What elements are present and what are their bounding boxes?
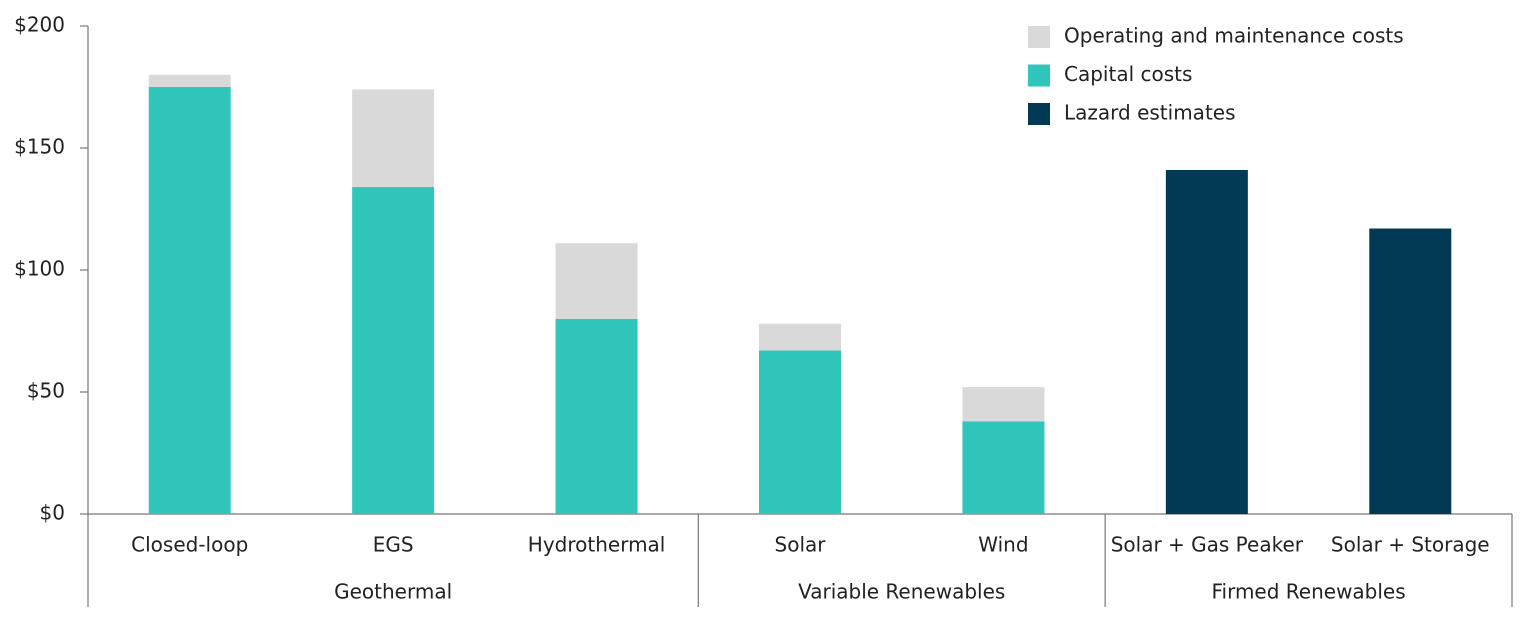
group-label: Firmed Renewables <box>1211 580 1405 604</box>
legend-swatch <box>1028 26 1050 48</box>
y-tick-label: $50 <box>27 379 65 403</box>
y-tick-label: $150 <box>14 135 65 159</box>
bar-segment <box>352 187 435 515</box>
bar-segment <box>1165 169 1248 514</box>
legend-swatch <box>1028 103 1050 125</box>
legend-label: Lazard estimates <box>1064 101 1236 125</box>
bar-segment <box>555 318 638 514</box>
x-tick-label: Wind <box>978 533 1028 557</box>
legend-label: Operating and maintenance costs <box>1064 24 1404 48</box>
x-tick-label: Closed-loop <box>131 533 248 557</box>
legend-swatch <box>1028 64 1050 87</box>
bar-segment <box>148 87 231 514</box>
group-label: Variable Renewables <box>798 580 1005 604</box>
x-tick-label: Solar + Storage <box>1331 533 1490 557</box>
bar-segment <box>352 89 435 188</box>
x-tick-label: EGS <box>373 533 414 557</box>
bar-segment <box>148 74 231 87</box>
y-tick-label: $200 <box>14 13 65 37</box>
bar-segment <box>1369 228 1452 514</box>
x-tick-label: Hydrothermal <box>528 533 666 557</box>
legend-label: Capital costs <box>1064 62 1192 86</box>
bar-segment <box>759 350 841 514</box>
y-tick-label: $100 <box>14 257 65 281</box>
bar-segment <box>555 243 638 319</box>
bar-segment <box>759 323 841 351</box>
bar-segment <box>962 421 1045 514</box>
bar-segment <box>962 387 1045 422</box>
x-tick-label: Solar + Gas Peaker <box>1111 533 1304 557</box>
group-label: Geothermal <box>334 580 452 604</box>
y-tick-label: $0 <box>40 501 65 525</box>
x-tick-label: Solar <box>775 533 827 557</box>
